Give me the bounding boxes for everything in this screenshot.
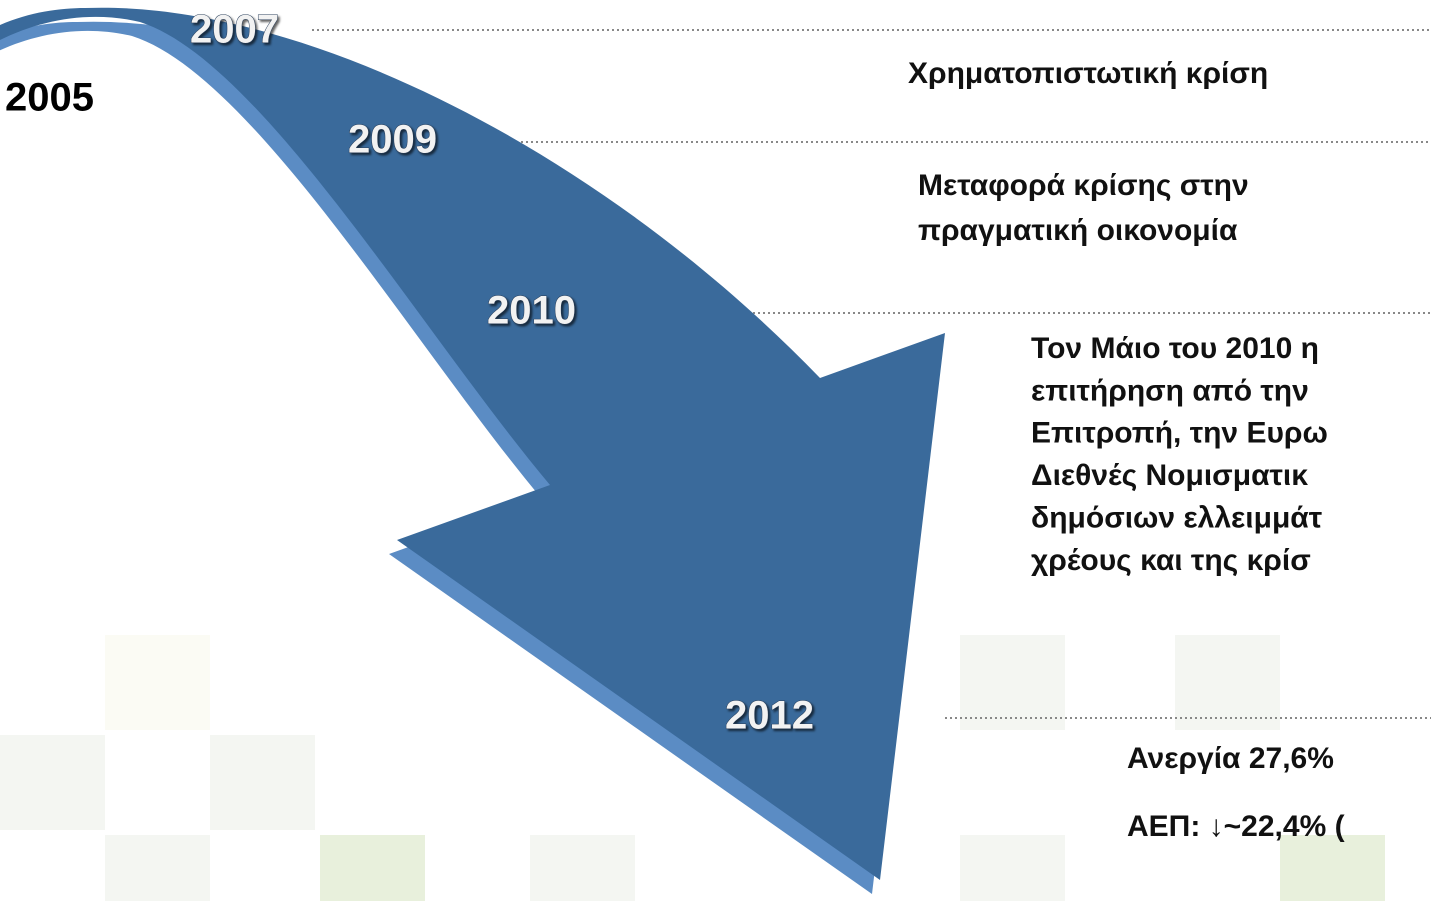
event-text: Διεθνές Νομισματικ — [1031, 459, 1308, 492]
slide: 2005 2007 2009 2010 2012 Χρηματοπιστωτικ… — [0, 0, 1431, 901]
event-text: πραγματική οικονομία — [918, 214, 1238, 247]
event-text: Χρηματοπιστωτική κρίση — [908, 57, 1268, 90]
event-text: ΑΕΠ: ↓~22,4% ( — [1127, 810, 1345, 843]
page: {"years": ["2005", "2007", "2009", "2010… — [0, 0, 1431, 901]
event-text: Ανεργία 27,6% — [1127, 742, 1334, 775]
event-text: χρέους και της κρίσ — [1031, 544, 1311, 577]
year-label: 2007 — [190, 8, 279, 52]
year-label: 2012 — [725, 694, 814, 738]
year-label: 2010 — [487, 289, 576, 333]
event-text: δημόσιων ελλειμμάτ — [1031, 502, 1322, 535]
event-text: Τον Μάιο του 2010 η — [1031, 332, 1319, 365]
event-text: Επιτροπή, την Ευρω — [1031, 417, 1328, 450]
event-text: επιτήρηση από την — [1031, 374, 1309, 407]
event-block: Τον Μάιο του 2010 η επιτήρηση από την Επιτ… — [1031, 332, 1328, 577]
event-text: Μεταφορά κρίσης στην — [918, 169, 1249, 202]
year-label: 2005 — [5, 76, 94, 120]
arrow — [0, 8, 945, 894]
year-label: 2009 — [348, 118, 437, 162]
